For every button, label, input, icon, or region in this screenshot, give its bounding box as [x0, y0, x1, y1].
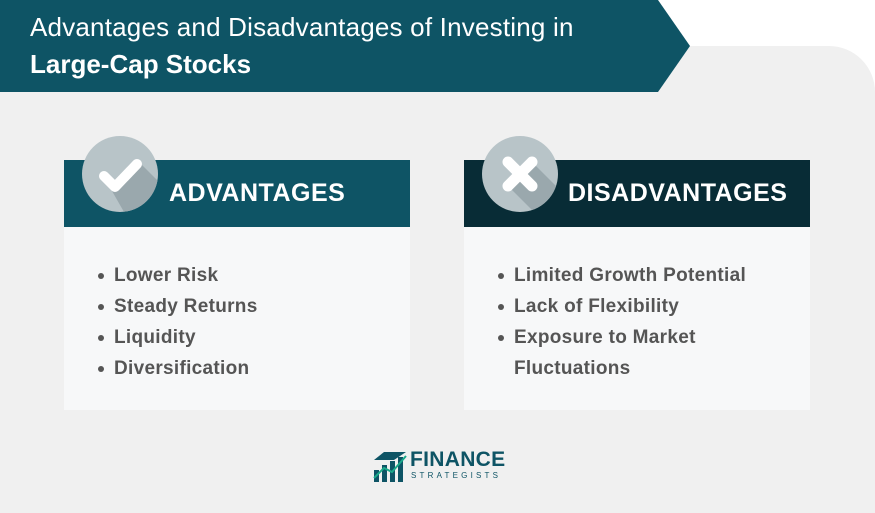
finance-strategists-logo: FINANCE STRATEGISTS	[372, 446, 512, 486]
logo-mark-icon	[373, 452, 407, 482]
list-item: Lower Risk	[96, 260, 396, 291]
checkmark-icon	[82, 136, 158, 212]
title-banner: Advantages and Disadvantages of Investin…	[0, 0, 690, 92]
list-item: Exposure to Market Fluctuations	[496, 322, 796, 384]
advantages-list: Lower Risk Steady Returns Liquidity Dive…	[96, 260, 396, 384]
disadvantages-header: DISADVANTAGES	[464, 160, 810, 227]
title-line-2: Large-Cap Stocks	[30, 49, 252, 79]
title-line-1: Advantages and Disadvantages of Investin…	[30, 12, 574, 42]
logo-subname: STRATEGISTS	[411, 471, 502, 480]
disadvantages-title: DISADVANTAGES	[568, 179, 788, 207]
list-item: Lack of Flexibility	[496, 291, 796, 322]
list-item: Diversification	[96, 353, 396, 384]
advantages-card: ADVANTAGES Lower Risk Steady Returns Liq…	[64, 136, 410, 410]
logo-name: FINANCE	[410, 448, 506, 471]
list-item: Limited Growth Potential	[496, 260, 796, 291]
list-item: Liquidity	[96, 322, 396, 353]
disadvantages-list: Limited Growth Potential Lack of Flexibi…	[496, 260, 796, 384]
advantages-title: ADVANTAGES	[169, 179, 346, 207]
x-mark-icon	[482, 136, 558, 212]
list-item: Steady Returns	[96, 291, 396, 322]
disadvantages-card: DISADVANTAGES Limited Growth Potential L…	[464, 136, 810, 410]
